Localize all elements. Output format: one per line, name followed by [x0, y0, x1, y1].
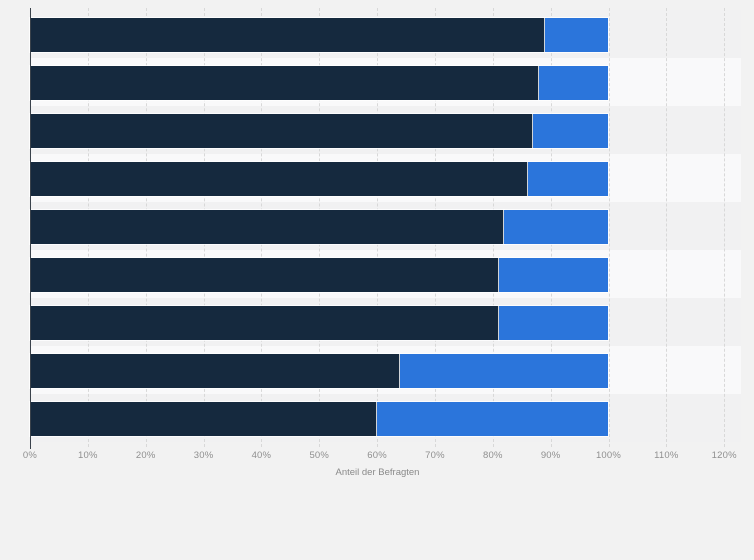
x-tick-label: 110%	[654, 450, 679, 461]
x-tick-label: 90%	[540, 450, 561, 461]
x-tick-label: 0%	[22, 450, 38, 461]
bar-segment-blue[interactable]	[400, 354, 609, 388]
bar-segment-blue[interactable]	[498, 258, 609, 292]
x-tick-label: 100%	[595, 450, 622, 461]
bar-segment-blue[interactable]	[498, 306, 609, 340]
x-tick-label: 20%	[135, 450, 156, 461]
bar-segment-dark[interactable]	[30, 306, 499, 340]
bar-segment-blue[interactable]	[377, 402, 609, 436]
x-tick-label: 120%	[711, 450, 737, 461]
x-tick-label: 80%	[482, 450, 503, 461]
gridline	[666, 8, 668, 447]
bar-segment-blue[interactable]	[504, 210, 609, 244]
bar-segment-blue[interactable]	[544, 18, 609, 52]
bar-segment-dark[interactable]	[30, 66, 540, 100]
x-tick-label: 30%	[193, 450, 214, 461]
gridline	[608, 8, 610, 447]
x-axis-title: Anteil der Befragten	[335, 467, 420, 478]
bar-segment-dark[interactable]	[30, 18, 545, 52]
bar-segment-blue[interactable]	[539, 66, 609, 100]
bar-segment-blue[interactable]	[533, 114, 609, 148]
x-tick-label: 50%	[309, 450, 330, 461]
x-tick-label: 10%	[78, 450, 98, 461]
bar-segment-dark[interactable]	[30, 210, 505, 244]
bar-segment-dark[interactable]	[30, 402, 378, 436]
bar-segment-blue[interactable]	[527, 162, 609, 196]
bar-segment-dark[interactable]	[30, 114, 534, 148]
gridline	[724, 8, 726, 447]
x-tick-label: 40%	[251, 450, 272, 461]
bar-segment-dark[interactable]	[30, 162, 528, 196]
bar-segment-dark[interactable]	[30, 354, 401, 388]
x-tick-label: 60%	[367, 450, 387, 461]
axis-line	[30, 8, 31, 449]
bar-segment-dark[interactable]	[30, 258, 499, 292]
x-tick-label: 70%	[425, 450, 445, 461]
